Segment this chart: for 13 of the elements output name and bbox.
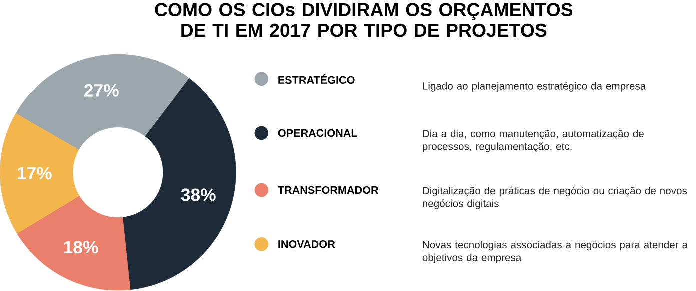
chart-title: COMO OS CIOs DIVIDIRAM OS ORÇAMENTOS DE TI EM 2017 POR TIPO DE PROJETOS [155,3,573,38]
text: Digitalização de práticas de negócio ou criação de novos negócios digitais [423,187,688,210]
legend-label: ESTRATÉGICO [278,74,355,84]
text: Ligado ao planejamento estratégico da empresa [423,82,646,92]
legend-label: TRANSFORMADOR [278,186,379,194]
data-label: 38% [181,188,216,202]
legend-label: INOVADOR [278,240,336,248]
text: Novas tecnologias associadas a negócios para atender a objetivos da empresa [422,241,688,264]
data-label: 18% [64,241,98,254]
data-label: 27% [84,84,119,98]
text: Dia a dia, como manutenção, automatização de processos, regulamentação, etc. [423,130,644,152]
data-label: 17% [18,167,52,180]
legend-label: OPERACIONAL [278,130,358,138]
